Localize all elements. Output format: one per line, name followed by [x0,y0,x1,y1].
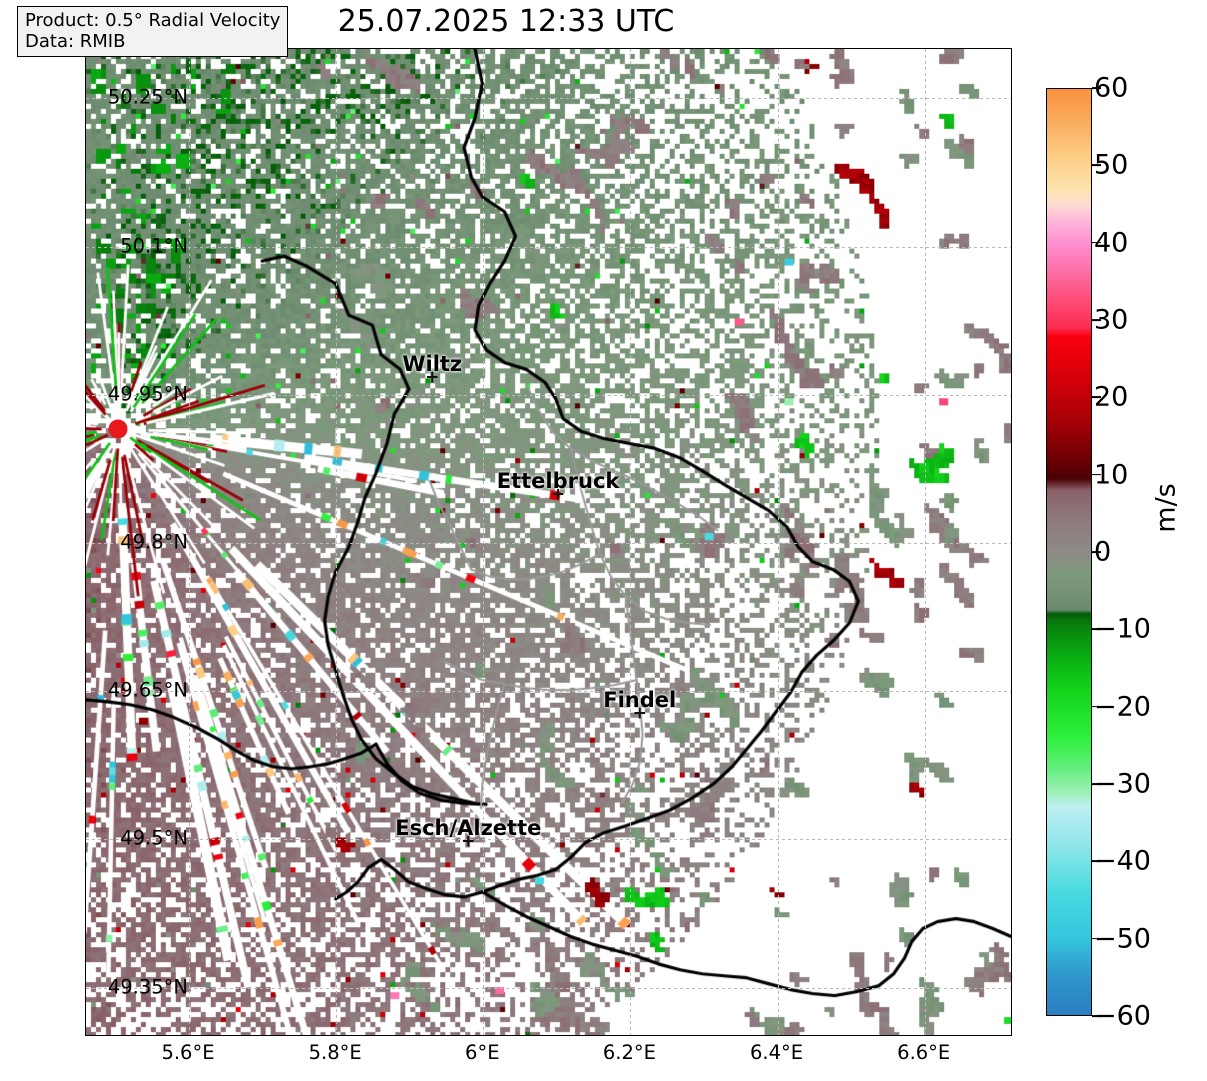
x-axis-tick-label: 6.4°E [750,1041,804,1064]
colorbar-gradient [1047,89,1091,1015]
gridline-lat [86,543,1011,544]
radar-site-marker [108,419,128,439]
colorbar-tick-label: 40 [1094,227,1129,259]
gridline-lon [924,49,926,1035]
gridline-lon [483,49,485,1035]
y-axis-tick-label: 50.25°N [107,85,188,109]
colorbar-tick-label: 50 [1094,149,1129,181]
radar-velocity-field [86,49,1011,1035]
data-source-line: Data: RMIB [25,31,126,53]
gridline-lat [86,98,1011,100]
colorbar-tick-mark [1092,937,1101,940]
colorbar-tick-mark [1092,705,1101,708]
x-axis-tick-label: 6.2°E [602,1041,656,1064]
city-label-findel: Findel [603,687,677,712]
y-axis-tick-label: 50.1°N [120,234,188,258]
gridline-lat [86,839,1011,841]
colorbar-tick-label: −60 [1094,1000,1151,1032]
gridline-lon [336,49,338,1035]
y-axis-tick-label: 49.95°N [107,382,188,406]
colorbar-tick-mark [1092,241,1101,244]
city-marker: + [461,831,476,852]
colorbar-tick-label: −30 [1094,768,1151,800]
colorbar-tick-mark [1092,87,1101,89]
colorbar-tick-label: 60 [1094,72,1129,104]
product-line: Product: 0.5° Radial Velocity [25,10,281,31]
colorbar-tick-label: −20 [1094,691,1151,723]
x-axis-tick-label: 5.8°E [308,1041,362,1064]
colorbar-tick-mark [1092,783,1101,785]
colorbar-unit-label: m/s [1150,483,1182,533]
y-axis-tick-label: 49.35°N [107,975,188,999]
colorbar-tick-mark [1092,473,1101,476]
colorbar-tick-label: 10 [1094,459,1129,491]
colorbar[interactable] [1046,88,1092,1016]
gridline-lon [777,49,779,1035]
colorbar-tick-mark [1092,551,1101,553]
colorbar-tick-label: −10 [1094,613,1151,645]
x-axis-tick-label: 6°E [465,1041,500,1064]
city-label-wiltz: Wiltz [402,351,463,376]
city-label-ettelbruck: Ettelbruck [496,468,620,493]
colorbar-tick-label: 30 [1094,304,1129,336]
city-marker: + [425,367,440,388]
colorbar-tick-mark [1092,860,1101,863]
gridline-lat [86,691,1011,693]
y-axis-tick-label: 49.5°N [120,826,188,850]
colorbar-tick-label: −40 [1094,845,1151,877]
radar-map[interactable] [85,48,1012,1036]
colorbar-tick-mark [1092,319,1101,321]
gridline-lat [86,394,1011,396]
colorbar-tick-mark [1092,628,1101,631]
city-marker: + [632,703,647,724]
city-marker: + [550,484,566,505]
colorbar-tick-mark [1092,396,1101,399]
colorbar-tick-mark [1092,164,1101,167]
product-info-box: Product: 0.5° Radial Velocity Data: RMIB [17,6,289,58]
colorbar-tick-label: −50 [1094,923,1151,955]
colorbar-tick-label: 0 [1094,536,1112,568]
city-label-esch-alzette: Esch/Alzette [395,816,542,841]
gridline-lon [189,49,190,1035]
colorbar-tick-label: 20 [1094,381,1129,413]
x-axis-tick-label: 6.6°E [897,1041,951,1064]
gridline-lon [630,49,632,1035]
colorbar-tick-mark [1092,1015,1101,1017]
x-axis-tick-label: 5.6°E [161,1041,215,1064]
y-axis-tick-label: 49.65°N [107,678,188,702]
gridline-lat [86,246,1011,248]
page-title: 25.07.2025 12:33 UTC [337,4,675,39]
y-axis-tick-label: 49.8°N [120,530,188,554]
gridline-lat [86,987,1011,989]
